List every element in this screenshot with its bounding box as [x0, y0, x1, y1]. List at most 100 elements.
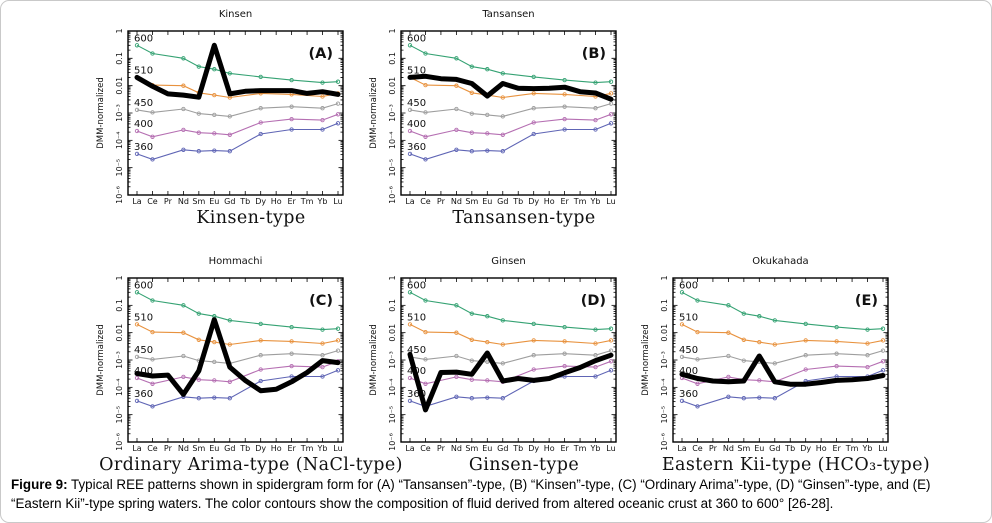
x-tick-label-Lu: Lu: [606, 197, 615, 206]
figure-caption-label: Figure 9:: [11, 477, 68, 492]
contour-marker: [196, 377, 201, 382]
contour-marker: [741, 396, 746, 401]
contour-marker: [865, 353, 870, 358]
contour-label-510: 510: [134, 312, 153, 323]
x-tick-label-Tb: Tb: [512, 197, 523, 206]
contour-marker: [335, 112, 341, 117]
contour-marker: [258, 120, 263, 125]
x-tick-label-Sm: Sm: [192, 197, 205, 206]
y-axis-label: DMM-normalized: [96, 324, 106, 396]
contour-marker: [227, 149, 232, 154]
contour-marker: [335, 348, 341, 353]
contour-label-400: 400: [134, 366, 153, 377]
contour-marker: [593, 341, 598, 346]
contour-marker: [134, 43, 140, 48]
contour-marker: [865, 364, 870, 370]
contour-marker: [608, 79, 614, 84]
contour-line-360: [136, 369, 339, 407]
contour-marker: [134, 107, 140, 113]
x-tick-label-Gd: Gd: [497, 444, 508, 453]
contour-label-450: 450: [134, 98, 153, 109]
contour-marker: [196, 337, 201, 342]
y-tick-label: 10⁻⁶: [660, 433, 669, 451]
plot-tansansen: DMM-normalized 1 0.1 0.01 10⁻³ 10⁻⁴ 10⁻⁵ 10⁻⁶ La…: [369, 28, 617, 206]
contour-label-510: 510: [679, 312, 698, 323]
panel-type-caption: Eastern Kii-type (HCO₃-type): [661, 455, 931, 475]
panel-type-caption: Ordinary Arima-type (NaCl-type): [99, 455, 403, 475]
plot-box: [672, 277, 889, 443]
contour-label-600: 600: [407, 33, 426, 44]
contour-marker: [531, 91, 536, 96]
contour-marker: [289, 363, 294, 369]
contour-marker: [320, 353, 325, 358]
contour-marker: [757, 339, 762, 345]
panel-kinsen: Kinsen DMM-normalized 1 0.1 0.01 10⁻³ 10⁻⁴ 10⁻…: [96, 9, 366, 228]
contour-marker: [150, 404, 155, 409]
contour-line-600: [409, 44, 612, 84]
y-tick-label: 10⁻⁴: [388, 379, 397, 397]
contour-label-600: 600: [134, 33, 153, 44]
x-tick-label-Yb: Yb: [317, 197, 328, 206]
contour-marker: [531, 321, 536, 327]
panel-letter-B: (B): [582, 46, 606, 62]
contour-marker: [320, 117, 325, 123]
contour-marker: [289, 104, 294, 109]
contour-marker: [772, 342, 777, 347]
x-tick-label-Sm: Sm: [737, 444, 750, 453]
contour-marker: [407, 43, 413, 48]
contour-marker: [407, 151, 413, 157]
panel-type-caption: Kinsen-type: [196, 208, 306, 228]
y-tick-label: 0.1: [115, 52, 124, 65]
contour-marker: [289, 116, 294, 122]
contour-marker: [227, 318, 232, 323]
contour-marker: [593, 80, 598, 85]
x-tick-label-Eu: Eu: [209, 197, 219, 206]
panel-letter-C: (C): [309, 293, 333, 309]
y-tick-label: 10⁻⁵: [388, 159, 397, 177]
contour-marker: [469, 311, 474, 316]
contour-marker: [150, 381, 155, 386]
x-tick-label-Nd: Nd: [178, 197, 189, 206]
contour-marker: [423, 381, 428, 386]
y-tick-label: 10⁻⁵: [115, 406, 124, 424]
contour-line-400: [409, 113, 612, 138]
contour-marker: [500, 361, 505, 366]
contour-marker: [407, 322, 413, 327]
contour-marker: [335, 101, 341, 106]
y-tick-label: 0.01: [115, 324, 124, 342]
contour-marker: [181, 330, 186, 335]
x-tick-label-Pr: Pr: [437, 444, 446, 453]
panel-title: Okukahada: [752, 256, 809, 267]
contour-marker: [407, 290, 413, 295]
contour-marker: [150, 51, 155, 56]
contour-marker: [454, 147, 459, 152]
y-axis-label: DMM-normalized: [641, 324, 651, 396]
y-tick-label: 1: [115, 275, 124, 280]
y-tick-label: 10⁻³: [388, 351, 397, 369]
plot-box: [400, 277, 617, 443]
contour-line-360: [409, 122, 612, 160]
contour-marker: [212, 92, 217, 98]
contour-marker: [181, 303, 186, 308]
contour-marker: [212, 339, 217, 345]
x-tick-label-La: La: [132, 197, 141, 206]
contour-line-450: [681, 350, 884, 364]
contour-marker: [423, 157, 428, 162]
contour-marker: [289, 127, 294, 132]
contour-marker: [258, 338, 263, 343]
contour-marker: [608, 338, 614, 343]
contour-marker: [407, 128, 413, 134]
panel-okukahada: Okukahada DMM-normalized 1 0.1 0.01 10⁻³ 10⁻⁴…: [641, 256, 930, 475]
y-tick-label: 10⁻⁵: [660, 406, 669, 424]
x-tick-label-Tm: Tm: [573, 444, 587, 453]
x-tick-label-La: La: [677, 444, 686, 453]
contour-marker: [181, 353, 186, 359]
x-tick-label-Er: Er: [287, 444, 296, 453]
plot-box: [127, 277, 344, 443]
contour-marker: [134, 322, 140, 327]
plot-kinsen: DMM-normalized 1 0.1 0.01 10⁻³ 10⁻⁴ 10⁻⁵ 10⁻⁶ La…: [96, 28, 344, 206]
x-tick-label-Nd: Nd: [723, 444, 734, 453]
contour-line-510: [409, 323, 612, 346]
contour-marker: [757, 314, 762, 319]
contour-line-400: [136, 360, 339, 385]
